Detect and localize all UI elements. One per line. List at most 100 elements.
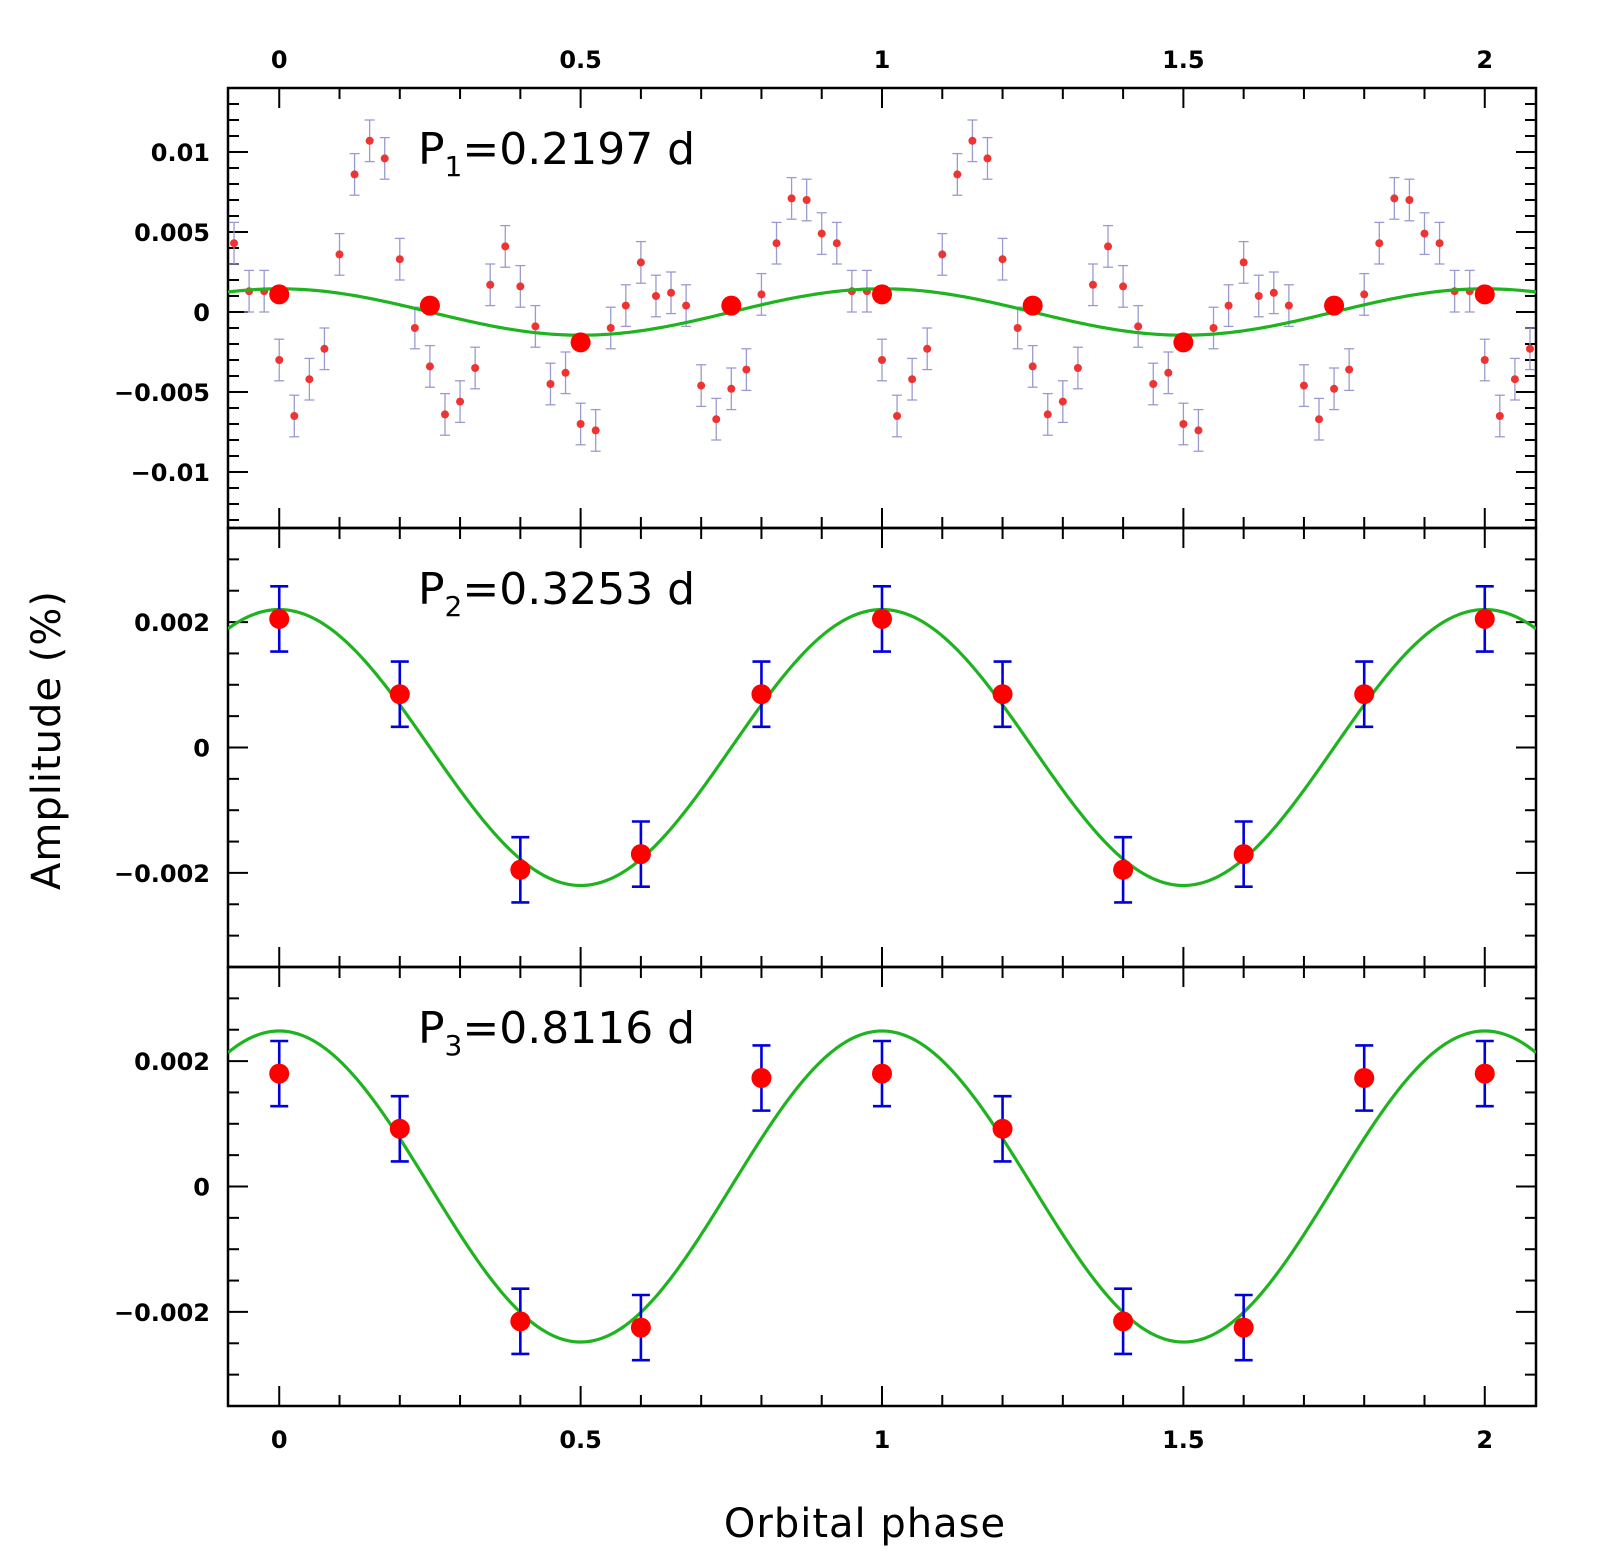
binned-point [1474,1063,1495,1084]
panel-2: 0.002 0 −0.002 P2=0.3253 d [114,526,1538,969]
binned-point [1173,332,1194,353]
binned-point [992,684,1013,705]
x-tick-label-bottom: 1.5 [1162,1426,1205,1454]
data-point [1254,292,1263,300]
data-point [757,290,766,299]
period-symbol: P [418,1003,445,1054]
data-point [983,154,992,163]
data-point [938,250,947,259]
x-tick-label-top: 1.5 [1162,46,1205,74]
x-tick-label-bottom: 0 [271,1426,288,1454]
binned-point [269,1063,290,1084]
y-tick-label: −0.01 [131,459,210,487]
data-point [651,292,660,300]
data-point [1480,356,1489,364]
data-point [576,420,585,428]
data-point [531,322,540,331]
data-point [953,170,962,179]
binned-point [269,284,290,305]
data-point [1269,288,1278,297]
data-point [1073,364,1082,372]
data-point [742,365,751,374]
x-axis-title: Orbital phase [724,1501,1006,1547]
data-point [817,229,826,238]
data-point [712,415,721,424]
binned-point [1474,608,1495,629]
data-point [1541,250,1549,258]
data-point [320,344,329,353]
fit-curve [228,1029,1536,1344]
data-point [636,258,645,267]
binned-point [1474,284,1495,305]
data-point [395,255,404,264]
data-point [1209,324,1218,332]
data-point [893,412,902,420]
data-point [1043,410,1052,419]
period-label: P1=0.2197 d [418,124,695,183]
panel-3: 0.002 0 −0.002 0 0.5 1 1.5 2 P3=0.8116 d [114,965,1538,1454]
data-point [1435,239,1444,248]
binned-point [992,1118,1013,1139]
data-point [606,324,615,332]
x-tick-label-top: 2 [1476,46,1493,74]
data-point [1525,344,1534,353]
y-tick-label: 0 [193,1174,210,1202]
data-point [350,170,359,179]
data-point [787,194,796,203]
data-point [440,410,449,419]
data-point [1375,239,1384,248]
data-point [908,375,917,384]
data-point [727,384,736,393]
data-point [410,324,419,332]
data-point [697,381,706,390]
data-point [1164,368,1173,377]
binned-point [751,684,772,705]
binned-point [570,332,591,353]
binned-point [751,1068,772,1089]
binned-point [872,1063,892,1084]
data-point [1058,397,1067,406]
data-point [380,154,389,163]
data-point [516,282,525,291]
y-tick-label: −0.002 [114,860,210,888]
binned-point [1233,1317,1254,1338]
data-point [1224,301,1233,310]
period-symbol: P [418,124,445,175]
period-value: =0.2197 d [462,124,695,175]
binned-point [269,608,290,629]
binned-point [721,295,742,316]
y-tick-label: 0.01 [151,139,210,167]
binned-point [630,844,651,865]
x-tick-label-top: 0.5 [559,46,602,74]
data-point [832,239,841,248]
x-tick-label-bottom: 2 [1476,1426,1493,1454]
data-point [425,362,434,371]
binned-point [510,1311,531,1332]
data-point [471,364,480,372]
period-value: =0.3253 d [462,564,695,615]
period-subscript: 3 [445,1029,463,1062]
data-point [1299,381,1308,390]
data-point [215,230,223,238]
data-point [1315,415,1324,424]
period-label: P2=0.3253 d [418,564,695,623]
binned-point [1324,295,1345,316]
data-point [1194,426,1203,435]
data-point [878,356,886,364]
data-point [1134,322,1143,331]
data-point [1360,290,1369,299]
data-point [365,136,374,145]
data-point [290,412,299,420]
data-point [1330,384,1339,393]
binned-point [419,295,440,316]
binned-point [389,1118,410,1139]
data-point [275,356,284,364]
y-tick-label: 0 [193,299,210,327]
binned-point [510,859,531,880]
y-tick-label: 0.002 [134,1048,210,1076]
data-point [1495,412,1504,420]
binned-point [389,684,410,705]
y-tick-label: −0.005 [114,379,210,407]
